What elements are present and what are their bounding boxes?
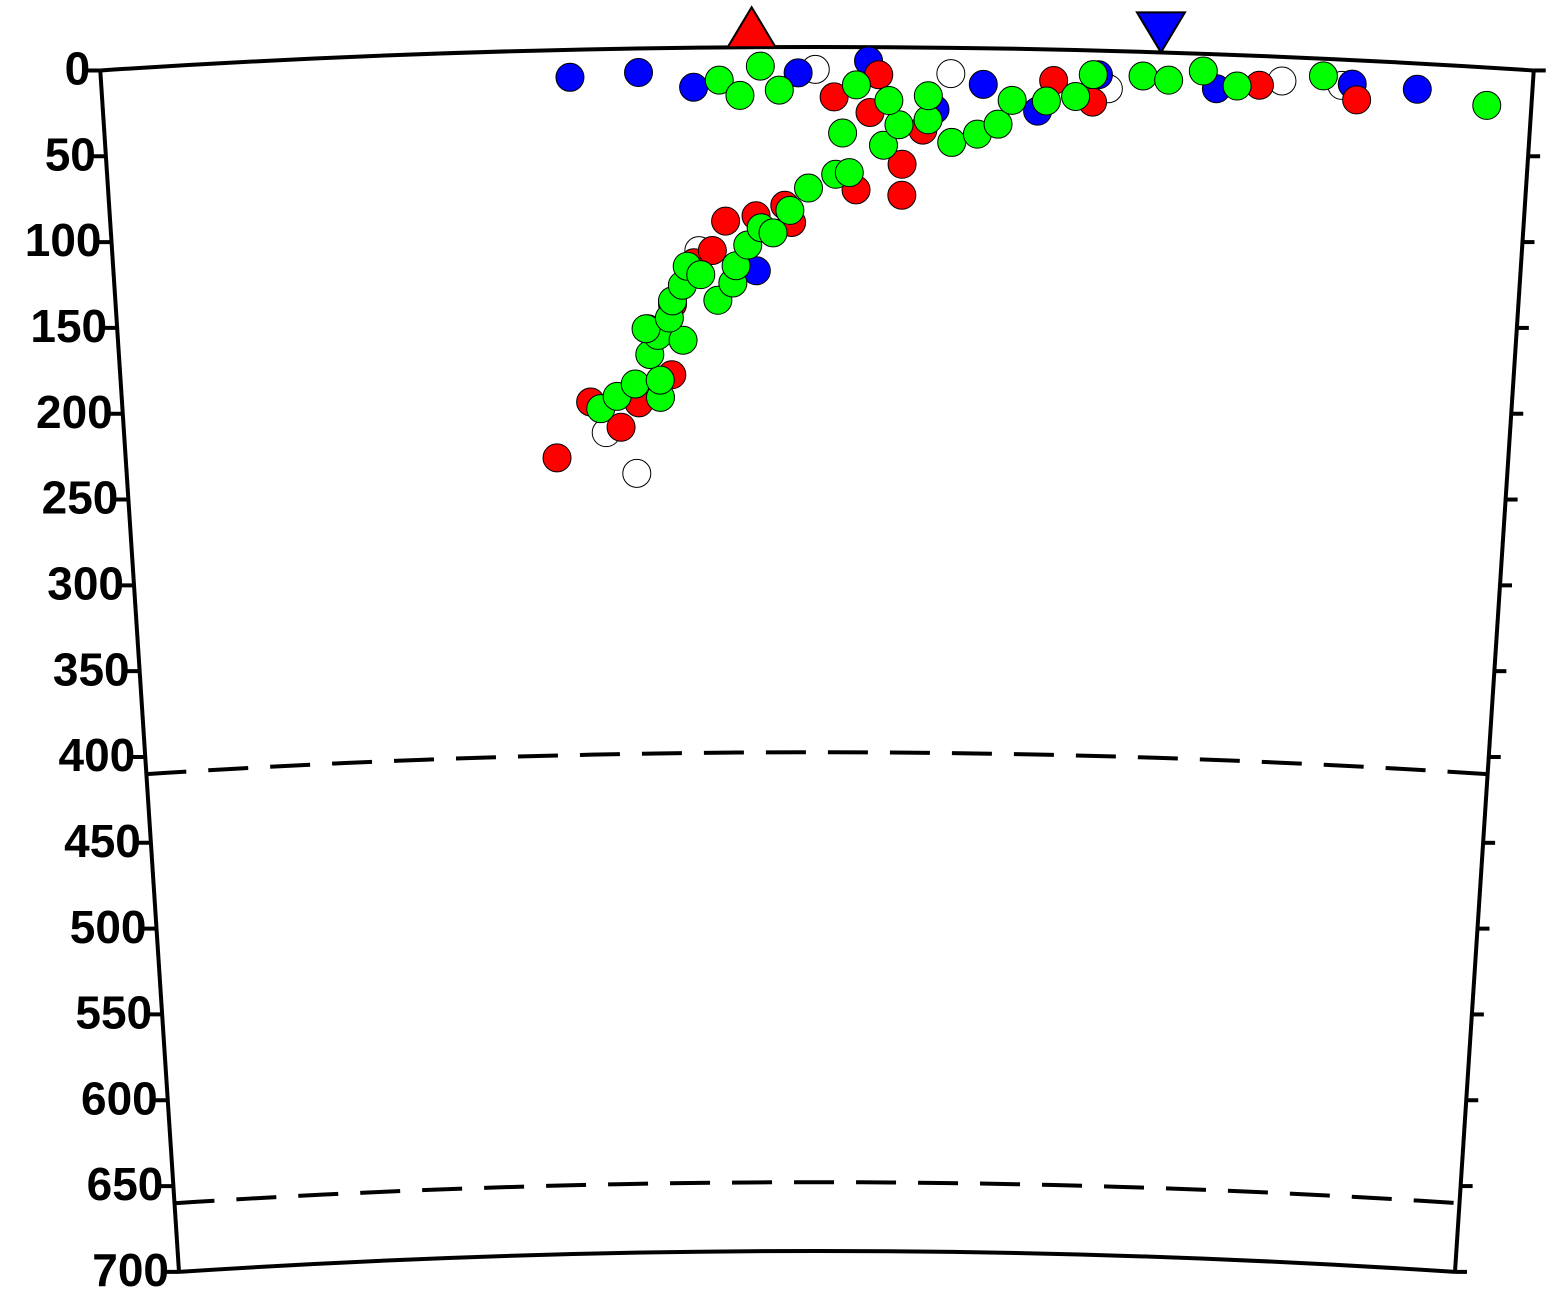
hypocenter — [1222, 71, 1252, 101]
discontinuity-line — [146, 750, 1488, 777]
hypocenter — [1308, 61, 1338, 91]
hypocenter — [1342, 85, 1372, 115]
hypocenter — [819, 82, 849, 112]
y-tick-label: 700 — [92, 1244, 169, 1296]
hypocenter — [874, 86, 904, 116]
hypocenter — [697, 235, 727, 265]
hypocenter — [913, 81, 943, 111]
y-tick-label: 550 — [75, 987, 152, 1039]
hypocenter — [542, 443, 572, 473]
hypocenter — [555, 62, 585, 92]
y-tick-label: 100 — [25, 214, 102, 266]
hypocenter — [622, 458, 652, 488]
y-tick-label: 200 — [36, 386, 113, 438]
hypocenter — [668, 325, 698, 355]
y-tick-label: 300 — [47, 558, 124, 610]
hypocenter — [711, 206, 741, 236]
frame-bottom — [178, 1248, 1456, 1274]
y-tick-label: 400 — [59, 729, 136, 781]
y-tick-label: 350 — [53, 643, 130, 695]
frame-top — [100, 45, 1534, 73]
y-tick-label: 650 — [87, 1158, 164, 1210]
hypocenter — [624, 58, 654, 88]
frame-right — [1452, 70, 1536, 1273]
hypocenter — [887, 149, 917, 179]
station-marker — [725, 5, 778, 49]
hypocenter — [983, 109, 1013, 139]
hypocenter — [828, 118, 858, 148]
hypocenter — [1078, 60, 1108, 90]
y-tick-label: 250 — [42, 472, 119, 524]
y-tick-label: 600 — [81, 1072, 158, 1124]
hypocenter — [745, 51, 775, 81]
hypocenter — [997, 85, 1027, 115]
hypocenter — [887, 180, 917, 210]
hypocenter — [1472, 90, 1502, 120]
station-marker — [1135, 11, 1187, 55]
hypocenter — [606, 412, 636, 442]
hypocenter — [704, 65, 734, 95]
hypocenter — [968, 69, 998, 99]
hypocenter — [645, 365, 675, 395]
hypocenter — [1031, 86, 1061, 116]
hypocenter — [1188, 56, 1218, 86]
hypocenter — [620, 369, 650, 399]
hypocenter — [1402, 74, 1432, 104]
y-tick-label: 500 — [70, 901, 147, 953]
hypocenter — [794, 173, 824, 203]
y-tick-label: 50 — [45, 128, 96, 180]
hypocenter — [834, 158, 864, 188]
hypocenter — [679, 72, 709, 102]
y-tick-label: 0 — [65, 43, 91, 95]
hypocenter — [758, 218, 788, 248]
hypocenter — [1128, 61, 1158, 91]
hypocenter — [936, 59, 966, 89]
hypocenter — [686, 260, 716, 290]
hypocenter — [783, 58, 813, 88]
y-tick-label: 450 — [64, 815, 141, 867]
hypocenter — [775, 195, 805, 225]
hypocenter — [868, 130, 898, 160]
hypocenter — [725, 80, 755, 110]
y-tick-label: 150 — [30, 300, 107, 352]
hypocenter — [937, 127, 967, 157]
hypocenter — [764, 75, 794, 105]
hypocenter — [1154, 65, 1184, 95]
discontinuity-line — [174, 1180, 1460, 1206]
hypocenter — [1061, 82, 1091, 112]
hypocenter — [841, 70, 871, 100]
